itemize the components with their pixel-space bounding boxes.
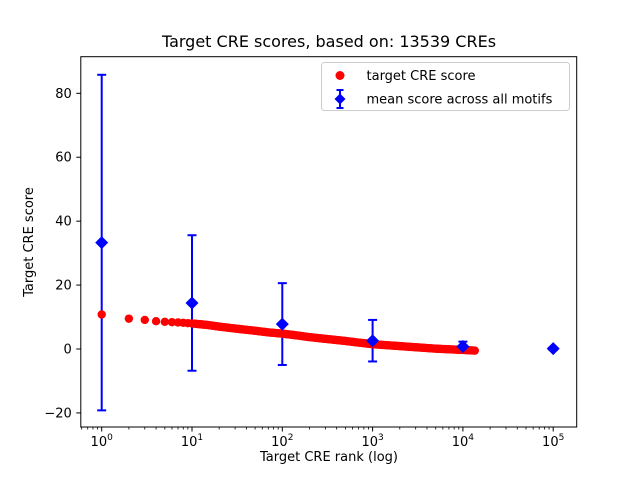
y-tick-label: 0 (64, 343, 72, 358)
legend-box (321, 62, 570, 111)
x-tick-label: 103 (361, 433, 383, 450)
x-tick-label: 102 (271, 433, 293, 450)
x-tick-label: 104 (452, 433, 475, 450)
mean-diamond (366, 334, 380, 348)
legend-diamond-marker (334, 93, 346, 105)
x-tick-label: 100 (91, 433, 114, 450)
legend-label-mean-score: mean score across all motifs (367, 93, 553, 108)
legend-label-target-score: target CRE score (367, 69, 476, 84)
red-data-point (151, 316, 161, 326)
y-axis-label: Target CRE score (22, 187, 37, 297)
chart-title: Target CRE scores, based on: 13539 CREs (161, 32, 497, 51)
y-tick-label: 60 (55, 151, 72, 166)
mean-diamond (456, 339, 470, 353)
axes-frame (80, 56, 578, 428)
x-tick-label: 105 (542, 433, 564, 450)
mean-diamond (546, 342, 560, 356)
y-tick-label: 80 (55, 87, 72, 102)
y-tick-label: −20 (44, 406, 71, 421)
red-data-point (97, 310, 106, 319)
red-data-point (167, 317, 177, 327)
x-axis-label: Target CRE rank (log) (260, 450, 398, 465)
red-data-point (140, 315, 149, 325)
y-tick-label: 20 (55, 279, 72, 294)
x-tick-label: 101 (181, 433, 203, 450)
red-data-point (160, 317, 170, 327)
legend-circle-marker (335, 71, 345, 80)
mean-diamond (95, 236, 109, 250)
red-data-point (470, 346, 479, 355)
mean-diamond (275, 317, 289, 331)
y-tick-label: 40 (55, 215, 72, 230)
red-data-point (124, 314, 134, 323)
mean-diamond (185, 296, 199, 310)
